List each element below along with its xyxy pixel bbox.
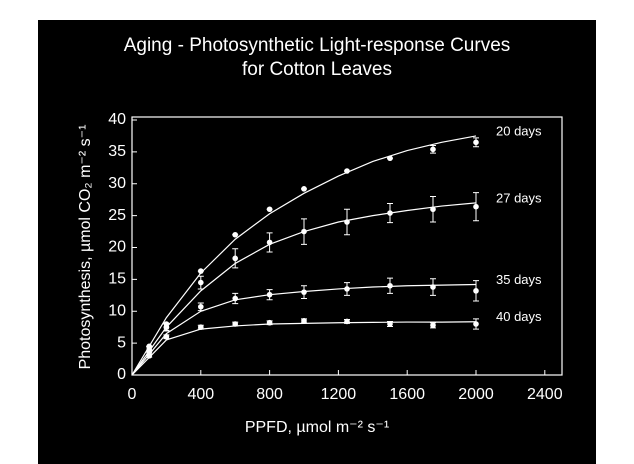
point — [301, 318, 307, 324]
series-label: 40 days — [496, 309, 542, 324]
point — [301, 186, 307, 192]
y-axis-label: Photosynthesis, µmol CO₂ m⁻² s⁻¹ — [77, 125, 94, 370]
point — [344, 219, 350, 225]
point — [387, 321, 393, 327]
y-tick-label: 10 — [108, 302, 126, 319]
point — [344, 318, 350, 325]
y-tick-label: 30 — [108, 175, 126, 192]
point — [387, 282, 393, 289]
x-tick-label: 400 — [187, 386, 214, 403]
point — [344, 168, 350, 174]
chart-title: for Cotton Leaves — [242, 59, 392, 80]
x-tick-label: 1600 — [389, 386, 425, 403]
point — [146, 353, 152, 359]
point — [473, 203, 479, 210]
fit-curve — [131, 135, 477, 376]
point — [387, 155, 393, 162]
x-axis-label: PPFD, µmol m⁻² s⁻¹ — [245, 419, 389, 436]
point — [430, 284, 436, 290]
point — [430, 322, 436, 329]
point — [266, 319, 273, 326]
point — [301, 228, 307, 235]
chart-title: Aging - Photosynthetic Light-response Cu… — [124, 35, 511, 56]
series-label: 27 days — [496, 190, 542, 205]
slide-background — [38, 20, 596, 464]
point — [430, 206, 436, 213]
point — [344, 286, 350, 292]
point — [163, 324, 170, 330]
point — [266, 206, 273, 213]
point — [163, 333, 170, 340]
y-tick-label: 0 — [117, 366, 126, 383]
point — [198, 324, 204, 330]
y-tick-label: 5 — [117, 334, 126, 351]
y-tick-label: 20 — [108, 239, 126, 256]
x-tick-label: 800 — [256, 386, 283, 403]
point — [430, 146, 436, 153]
x-tick-label: 0 — [128, 386, 137, 403]
point — [232, 295, 238, 302]
series-label: 20 days — [496, 123, 542, 138]
point — [266, 239, 273, 246]
plot-frame — [131, 116, 563, 376]
y-tick-label: 35 — [108, 143, 126, 160]
point — [301, 289, 307, 295]
point — [473, 139, 479, 146]
point — [198, 279, 204, 286]
x-tick-label: 2400 — [527, 386, 563, 403]
x-tick-label: 2000 — [458, 386, 494, 403]
point — [232, 321, 238, 327]
point — [473, 288, 479, 294]
point — [198, 268, 204, 274]
point — [232, 231, 238, 238]
point — [473, 321, 479, 327]
point — [232, 255, 238, 262]
y-tick-label: 40 — [108, 111, 126, 128]
point — [198, 303, 204, 310]
x-tick-label: 1200 — [321, 386, 357, 403]
point — [266, 291, 273, 298]
y-tick-label: 25 — [108, 207, 126, 224]
series-label: 35 days — [496, 272, 542, 287]
y-tick-label: 15 — [108, 271, 126, 288]
point — [387, 210, 393, 216]
